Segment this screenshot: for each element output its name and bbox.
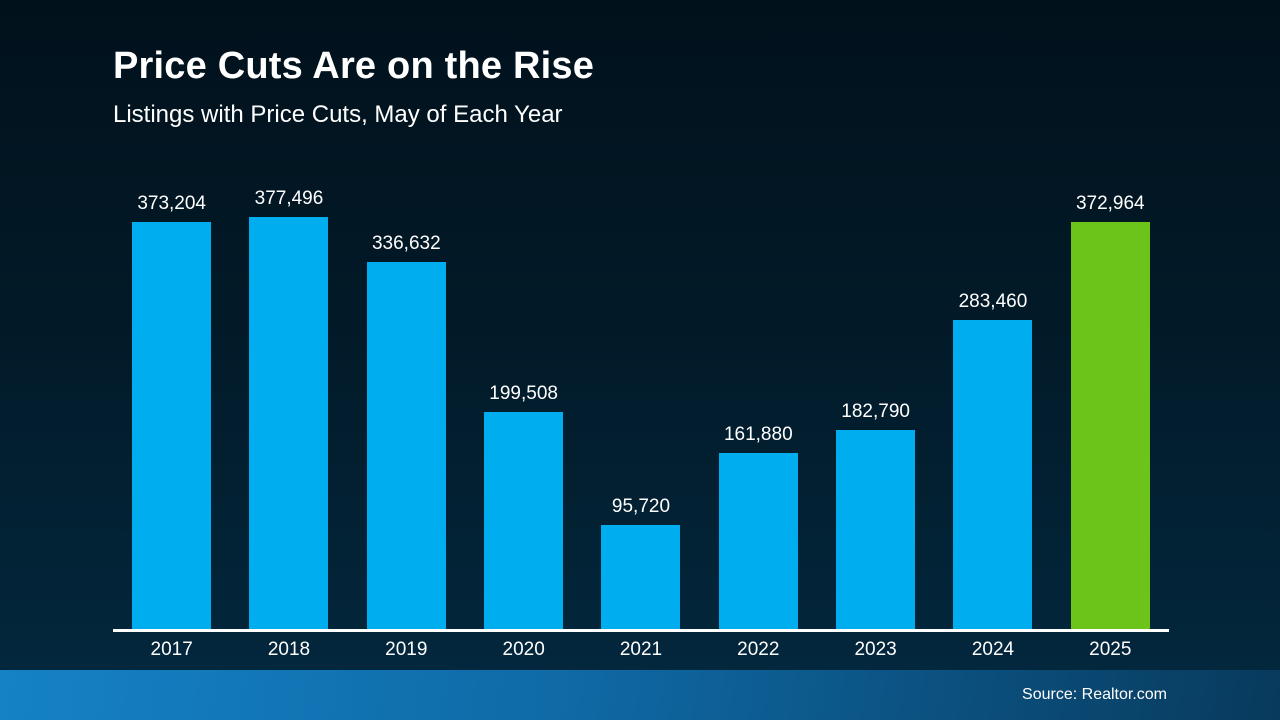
bar-column-2025: 372,964 [1052, 193, 1169, 630]
bar-column-2017: 373,204 [113, 193, 230, 630]
x-axis-label-2019: 2019 [385, 639, 428, 660]
x-axis-label-2018: 2018 [267, 639, 311, 660]
bar-chart: 373,204 377,496 336,632 199,508 95,720 161,88… [113, 188, 1169, 630]
chart-header: Price Cuts Are on the Rise Listings with… [113, 45, 595, 128]
bar-2025 [1070, 222, 1150, 630]
bar-2022 [718, 453, 798, 630]
bar-2020 [484, 412, 564, 630]
x-axis-label-2020: 2020 [502, 639, 545, 660]
bar-value-label-2018: 377,496 [254, 188, 324, 209]
bar-2017 [132, 222, 212, 630]
bar-2021 [601, 525, 681, 630]
bar-value-label-2019: 336,632 [371, 233, 441, 254]
bar-2019 [366, 262, 446, 630]
bar-column-2018: 377,496 [230, 188, 347, 630]
bar-value-label-2024: 283,460 [958, 291, 1028, 312]
bar-value-label-2025: 372,964 [1075, 193, 1145, 214]
x-axis-label-2021: 2021 [619, 639, 663, 660]
x-axis-label-2025: 2025 [1089, 639, 1132, 660]
chart-subtitle: Listings with Price Cuts, May of Each Ye… [113, 100, 563, 128]
bar-column-2022: 161,880 [700, 424, 817, 630]
bar-value-label-2021: 95,720 [611, 496, 671, 517]
bar-value-label-2020: 199,508 [489, 383, 558, 404]
x-axis-label-2024: 2024 [971, 639, 1015, 660]
bar-column-2023: 182,790 [817, 401, 934, 630]
source-text: Source: Realtor.com [1022, 686, 1167, 703]
x-axis-label-2017: 2017 [150, 639, 193, 660]
bar-value-label-2017: 373,204 [137, 193, 206, 214]
footer-band: Source: Realtor.com [0, 670, 1280, 720]
x-axis-labels: 2017 2018 2019 2020 2021 2022 2023 2024 2025 [113, 639, 1169, 661]
x-axis-label-2022: 2022 [737, 639, 780, 660]
x-axis-label-2023: 2023 [854, 639, 897, 660]
bar-value-label-2022: 161,880 [723, 424, 793, 445]
bar-column-2021: 95,720 [582, 496, 699, 630]
bar-2023 [836, 430, 916, 630]
bar-column-2020: 199,508 [465, 383, 582, 630]
bar-2018 [249, 217, 329, 630]
bar-2024 [953, 320, 1033, 630]
chart-title: Price Cuts Are on the Rise [113, 45, 595, 87]
bar-column-2024: 283,460 [934, 291, 1051, 630]
x-axis-line [113, 629, 1169, 632]
bar-value-label-2023: 182,790 [841, 401, 910, 422]
bar-column-2019: 336,632 [348, 233, 465, 630]
